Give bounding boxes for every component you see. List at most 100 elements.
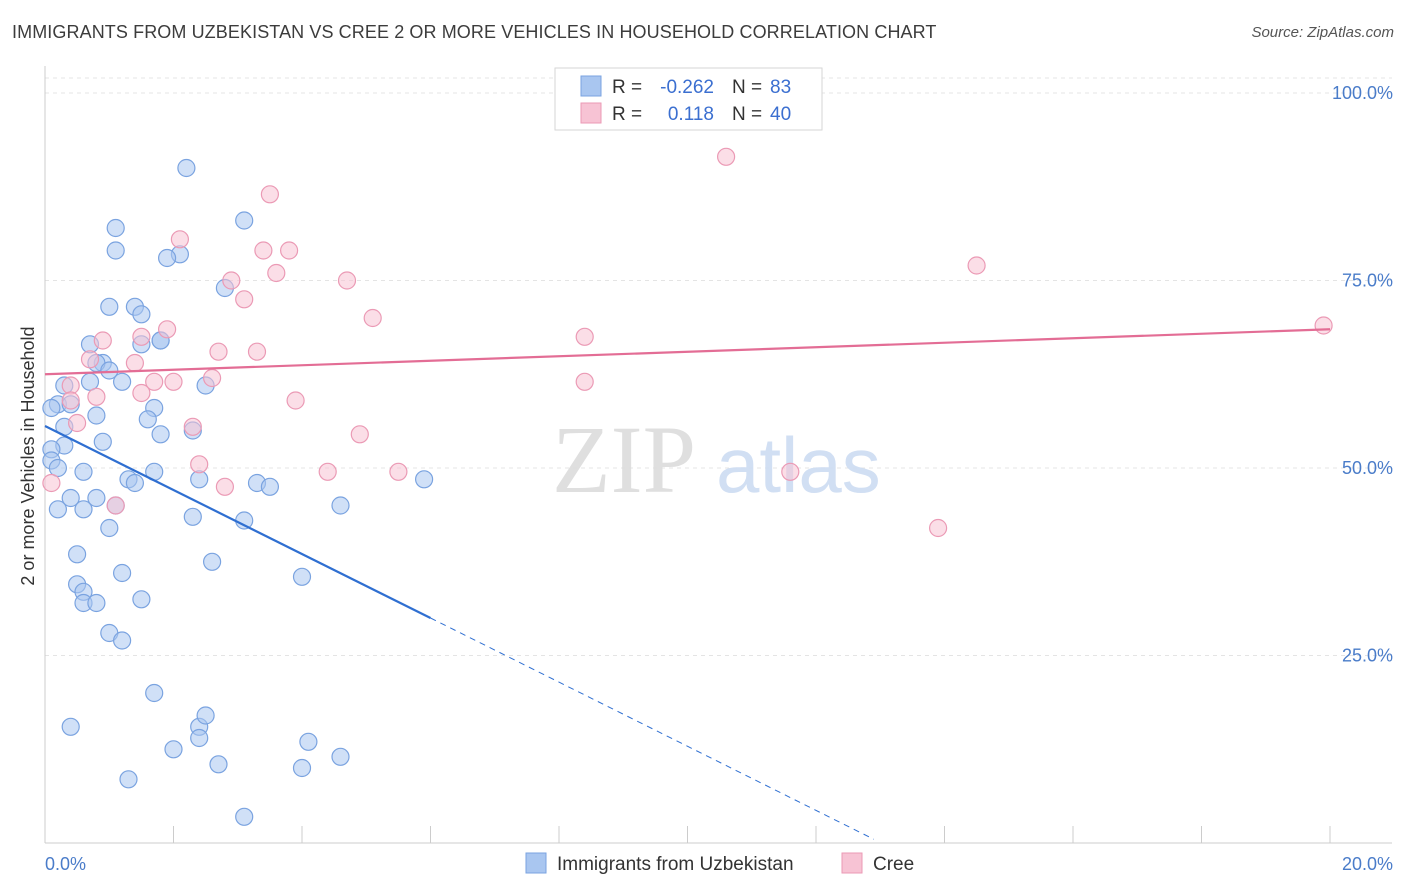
cree-point-2: [170, 230, 189, 249]
watermark-zip: ZIP: [552, 406, 696, 513]
uzbekistan-point-28: [151, 425, 170, 444]
cree-point-27: [61, 391, 80, 410]
cree-point-5: [967, 256, 986, 275]
uzbekistan-trend-extension: [430, 617, 875, 840]
tick-labels: 25.0% 50.0% 75.0% 100.0% 0.0% 20.0%: [45, 83, 1393, 874]
uzbekistan-point-63: [145, 683, 164, 703]
trend-lines: [44, 328, 1331, 840]
correlation-legend: R = -0.262 N = 83 R = 0.118 N = 40: [554, 67, 823, 131]
uzbekistan-point-42: [415, 470, 434, 489]
cree-point-4: [280, 241, 299, 260]
uzbekistan-point-26: [138, 410, 157, 429]
legend-r-value-1: -0.262: [660, 77, 714, 98]
x-tick-label-0: 0.0%: [45, 854, 86, 874]
uzbekistan-point-43: [61, 488, 80, 508]
cree-point-35: [42, 473, 61, 493]
uzbekistan-trend-line: [44, 425, 431, 619]
uzbekistan-point-74: [235, 807, 254, 826]
cree-point-12: [575, 327, 594, 346]
uzbekistan-point-35: [74, 462, 93, 481]
cree-point-0: [716, 147, 736, 166]
uzbekistan-point-64: [61, 717, 80, 736]
cree-point-37: [106, 496, 125, 515]
cree-point-34: [781, 462, 800, 481]
source-label: Source: ZipAtlas.com: [1251, 24, 1394, 41]
cree-point-13: [132, 327, 151, 346]
uzbekistan-point-34: [48, 458, 68, 478]
uzbekistan-point-16: [100, 361, 119, 380]
uzbekistan-point-52: [67, 545, 87, 564]
cree-point-19: [203, 368, 222, 388]
legend-swatch-uzbekistan: [580, 75, 602, 97]
cree-point-3: [254, 241, 273, 260]
cree-point-25: [87, 387, 106, 406]
legend-swatch-cree: [580, 102, 602, 124]
uzbekistan-point-23: [42, 398, 61, 418]
cree-point-18: [125, 353, 144, 373]
cree-point-11: [158, 320, 177, 339]
cree-point-24: [132, 383, 151, 403]
uzbekistan-point-55: [292, 567, 312, 586]
cree-point-17: [80, 350, 100, 369]
legend-swatch-bottom-uzbekistan: [525, 852, 547, 874]
uzbekistan-points: [42, 158, 434, 826]
cree-point-21: [164, 372, 183, 391]
y-tick-label-1: 50.0%: [1342, 458, 1393, 478]
uzbekistan-point-72: [292, 758, 312, 778]
uzbekistan-point-46: [74, 500, 93, 519]
uzbekistan-point-58: [132, 590, 151, 609]
legend-n-label-1: N =: [732, 77, 762, 98]
uzbekistan-point-38: [125, 473, 144, 493]
legend-swatch-bottom-cree: [841, 852, 863, 874]
y-tick-label-0: 25.0%: [1342, 646, 1393, 666]
legend-series-uzbekistan: Immigrants from Uzbekistan: [557, 854, 794, 875]
cree-point-38: [928, 518, 948, 538]
chart-title: IMMIGRANTS FROM UZBEKISTAN VS CREE 2 OR …: [12, 22, 937, 42]
uzbekistan-point-60: [87, 593, 106, 613]
cree-point-26: [286, 391, 305, 410]
cree-point-20: [145, 372, 164, 391]
legend-n-label-2: N =: [732, 104, 762, 125]
cree-point-36: [215, 477, 234, 496]
cree-point-8: [337, 271, 357, 290]
cree-point-6: [267, 263, 286, 283]
uzbekistan-point-73: [119, 770, 138, 789]
legend-n-value-2: 40: [770, 104, 791, 125]
cree-point-39: [1314, 316, 1333, 335]
cree-point-10: [363, 308, 382, 328]
cree-point-28: [67, 413, 87, 433]
cree-point-32: [318, 462, 337, 481]
watermark: ZIP atlas: [552, 406, 881, 513]
uzbekistan-point-25: [87, 406, 106, 425]
watermark-atlas: atlas: [716, 421, 881, 509]
uzbekistan-point-49: [183, 507, 202, 526]
cree-point-9: [235, 290, 254, 309]
uzbekistan-point-69: [164, 740, 183, 759]
cree-point-7: [222, 271, 241, 290]
uzbekistan-point-62: [112, 631, 132, 650]
legend-n-value-1: 83: [770, 77, 791, 98]
uzbekistan-point-68: [299, 732, 318, 751]
x-tick-label-1: 20.0%: [1342, 854, 1393, 874]
uzbekistan-point-48: [331, 496, 350, 515]
cree-point-15: [209, 342, 228, 361]
y-tick-label-3: 100.0%: [1332, 83, 1393, 103]
uzbekistan-point-30: [93, 432, 112, 451]
uzbekistan-point-5: [235, 211, 254, 230]
uzbekistan-point-2: [106, 241, 125, 260]
legend-r-value-2: 0.118: [668, 104, 714, 125]
cree-point-30: [350, 425, 369, 444]
uzbekistan-point-7: [100, 297, 119, 316]
cree-point-14: [93, 331, 112, 350]
uzbekistan-point-1: [106, 218, 125, 238]
y-tick-label-2: 75.0%: [1342, 271, 1393, 291]
uzbekistan-point-54: [112, 563, 132, 583]
uzbekistan-point-47: [48, 500, 68, 519]
cree-point-16: [247, 342, 267, 361]
uzbekistan-point-71: [209, 755, 228, 774]
uzbekistan-point-0: [177, 158, 196, 178]
uzbekistan-point-44: [87, 488, 106, 508]
uzbekistan-point-67: [190, 728, 209, 748]
uzbekistan-point-50: [235, 511, 254, 530]
